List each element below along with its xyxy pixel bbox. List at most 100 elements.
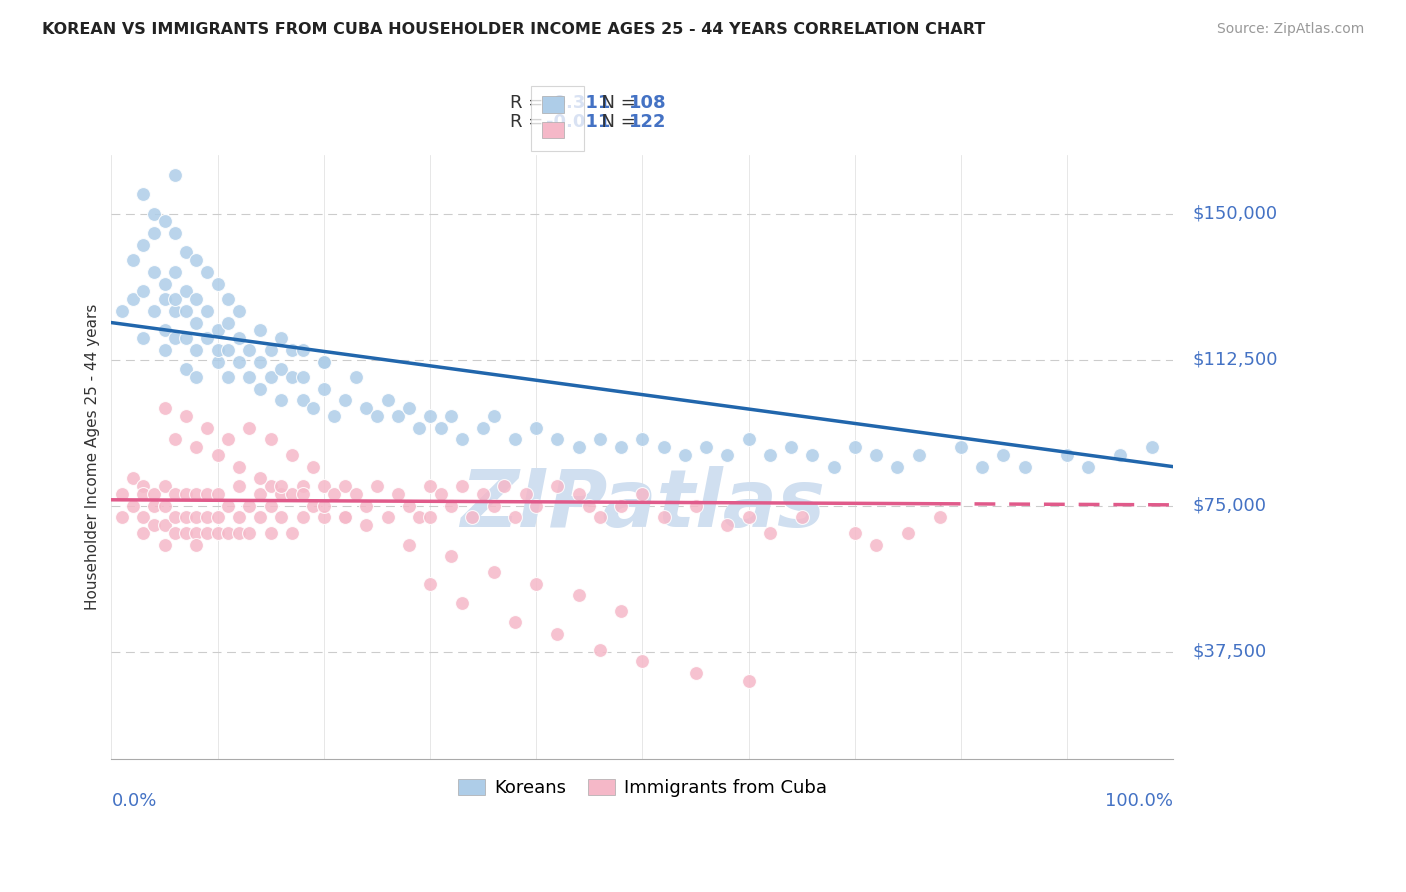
Point xyxy=(174,409,197,423)
Point xyxy=(673,448,696,462)
Point xyxy=(312,510,335,524)
Point xyxy=(281,370,304,384)
Point xyxy=(450,479,472,493)
Point xyxy=(844,525,866,540)
Point xyxy=(186,510,208,524)
Point xyxy=(270,479,292,493)
Point xyxy=(132,285,155,299)
Point xyxy=(568,487,591,501)
Point xyxy=(589,510,612,524)
Point xyxy=(132,331,155,345)
Point xyxy=(132,479,155,493)
Point xyxy=(238,499,260,513)
Point xyxy=(950,440,973,454)
Point xyxy=(260,370,283,384)
Point xyxy=(568,588,591,602)
Legend: Koreans, Immigrants from Cuba: Koreans, Immigrants from Cuba xyxy=(451,772,834,804)
Point xyxy=(153,214,176,228)
Point xyxy=(865,448,887,462)
Point xyxy=(323,487,346,501)
Point xyxy=(302,499,325,513)
Point xyxy=(186,370,208,384)
Point xyxy=(907,448,929,462)
Point xyxy=(174,525,197,540)
Point xyxy=(153,518,176,533)
Point xyxy=(195,487,218,501)
Text: N =: N = xyxy=(591,113,643,131)
Point xyxy=(366,479,388,493)
Point xyxy=(302,459,325,474)
Point xyxy=(153,401,176,416)
Point xyxy=(153,479,176,493)
Point xyxy=(398,401,420,416)
Point xyxy=(1056,448,1078,462)
Point xyxy=(578,499,600,513)
Point xyxy=(228,459,250,474)
Point xyxy=(186,440,208,454)
Point xyxy=(228,304,250,318)
Point xyxy=(174,285,197,299)
Point xyxy=(419,576,441,591)
Point xyxy=(515,487,537,501)
Point xyxy=(503,433,526,447)
Point xyxy=(121,499,143,513)
Point xyxy=(568,440,591,454)
Point xyxy=(291,510,314,524)
Point xyxy=(281,343,304,357)
Point xyxy=(217,499,239,513)
Point xyxy=(260,433,283,447)
Point xyxy=(153,292,176,306)
Point xyxy=(174,304,197,318)
Point xyxy=(186,292,208,306)
Point xyxy=(610,499,633,513)
Point xyxy=(312,354,335,368)
Point xyxy=(312,354,335,368)
Point xyxy=(631,433,654,447)
Point xyxy=(195,265,218,279)
Point xyxy=(685,666,707,681)
Point xyxy=(440,549,463,564)
Point xyxy=(153,499,176,513)
Point xyxy=(142,265,165,279)
Point xyxy=(387,409,409,423)
Point xyxy=(377,510,399,524)
Text: R =: R = xyxy=(509,94,548,112)
Point xyxy=(249,510,271,524)
Point xyxy=(546,433,568,447)
Point xyxy=(482,565,505,579)
Point xyxy=(440,499,463,513)
Point xyxy=(132,237,155,252)
Point xyxy=(823,459,845,474)
Point xyxy=(737,433,759,447)
Point xyxy=(142,487,165,501)
Point xyxy=(281,525,304,540)
Point xyxy=(356,499,378,513)
Point xyxy=(260,343,283,357)
Point xyxy=(249,471,271,485)
Point xyxy=(174,245,197,260)
Point xyxy=(260,479,283,493)
Point xyxy=(291,479,314,493)
Point xyxy=(249,487,271,501)
Point xyxy=(165,265,187,279)
Point xyxy=(865,538,887,552)
Point xyxy=(344,487,367,501)
Point xyxy=(1140,440,1163,454)
Point xyxy=(546,479,568,493)
Point xyxy=(186,316,208,330)
Text: KOREAN VS IMMIGRANTS FROM CUBA HOUSEHOLDER INCOME AGES 25 - 44 YEARS CORRELATION: KOREAN VS IMMIGRANTS FROM CUBA HOUSEHOLD… xyxy=(42,22,986,37)
Point xyxy=(524,421,547,435)
Point xyxy=(270,393,292,408)
Point xyxy=(801,448,824,462)
Point xyxy=(291,343,314,357)
Point xyxy=(142,499,165,513)
Point xyxy=(993,448,1015,462)
Point xyxy=(228,331,250,345)
Point xyxy=(249,354,271,368)
Point xyxy=(207,525,229,540)
Point xyxy=(408,421,430,435)
Point xyxy=(398,499,420,513)
Point xyxy=(238,343,260,357)
Point xyxy=(249,382,271,396)
Point xyxy=(281,487,304,501)
